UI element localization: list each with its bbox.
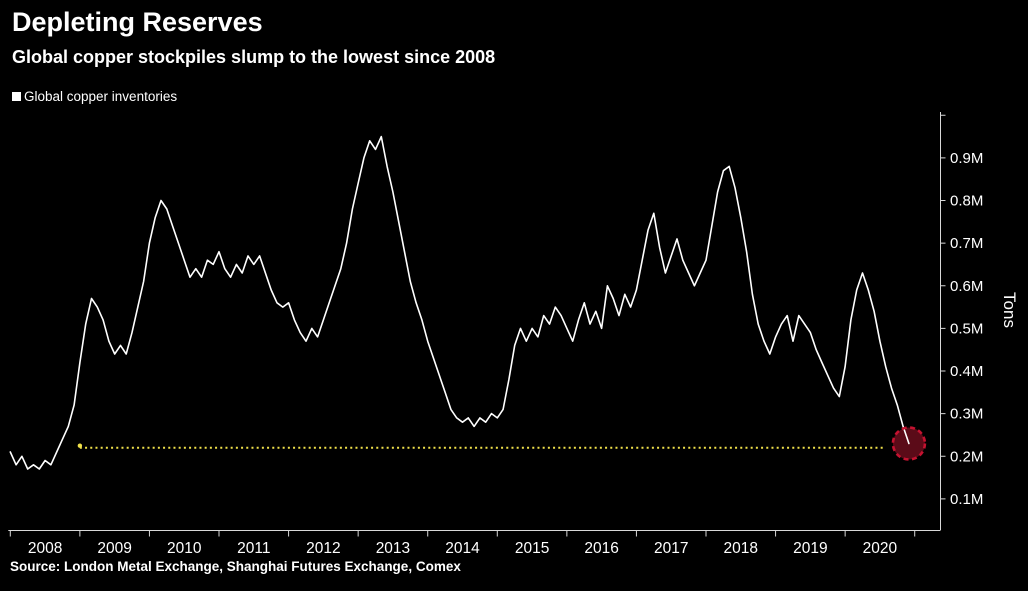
x-tick-label: 2013 [376,540,410,557]
x-tick-label: 2012 [306,540,340,557]
x-tick-label: 2009 [97,540,131,557]
y-tick-label: 0.2M [950,448,983,465]
x-tick-label: 2008 [28,540,62,557]
x-tick-label: 2019 [793,540,827,557]
y-tick-label: 0.9M [950,150,983,167]
legend-swatch-icon [12,92,21,101]
reference-line-start-dot [77,443,83,448]
series-line-global-copper-inventories [9,135,910,470]
x-tick-label: 2011 [237,540,270,557]
x-tick-label: 2014 [445,540,480,557]
y-tick-label: 0.5M [950,320,983,337]
y-tick-label: 0.1M [950,491,983,508]
legend-label: Global copper inventories [24,89,178,104]
x-tick-label: 2018 [724,540,758,557]
y-tick-label: 0.8M [950,193,983,210]
x-tick-label: 2016 [584,540,618,557]
y-tick-label: 0.3M [950,406,983,423]
chart-title: Depleting Reserves [12,7,263,37]
y-tick-label: 0.6M [950,278,983,295]
source-note: Source: London Metal Exchange, Shanghai … [10,559,461,574]
legend: Global copper inventories [12,89,177,104]
x-tick-label: 2015 [515,540,549,557]
highlight-circle-ring [891,426,927,461]
x-tick-label: 2020 [863,540,898,557]
y-axis-title: Tons [1000,292,1019,328]
y-tick-label: 0.7M [950,235,983,252]
x-tick-label: 2017 [654,540,688,557]
x-tick-label: 2010 [167,540,202,557]
y-tick-label: 0.4M [950,363,983,380]
chart-subtitle: Global copper stockpiles slump to the lo… [12,47,496,67]
